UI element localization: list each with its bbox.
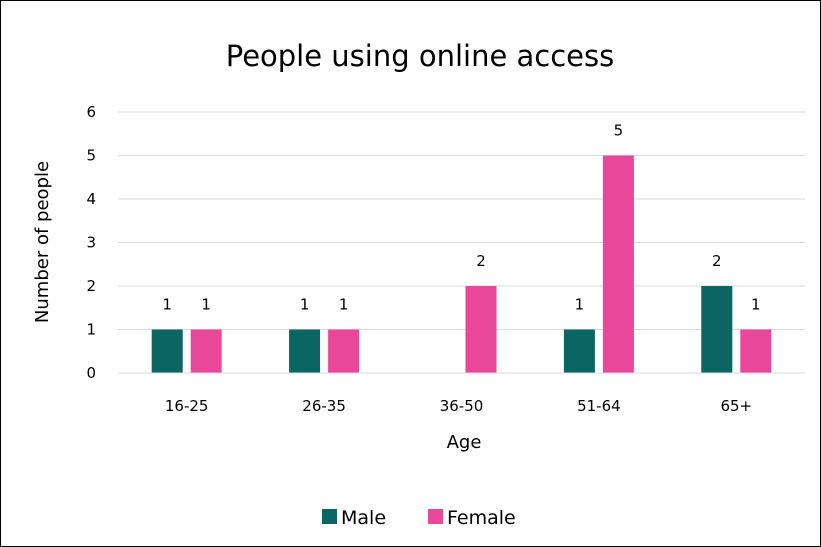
legend-label-female: Female [447, 507, 516, 529]
y-tick-label: 3 [86, 234, 96, 252]
bar-female-16-25 [190, 329, 222, 373]
data-label: 1 [162, 296, 172, 314]
data-label: 1 [339, 296, 349, 314]
y-tick-label: 4 [86, 190, 96, 208]
data-label: 2 [712, 252, 722, 270]
y-tick-label: 1 [86, 321, 96, 339]
bar-female-26-35 [328, 329, 360, 373]
y-tick-label: 2 [86, 277, 96, 295]
bar-female-65+ [740, 329, 772, 373]
bar-male-51-64 [563, 329, 595, 373]
y-tick-label: 6 [86, 103, 96, 121]
data-labels: 1 1 1 1 2 1 5 2 1 [162, 122, 760, 314]
bar-male-65+ [701, 286, 733, 373]
x-tick-label: 16-25 [165, 397, 209, 415]
x-tick-label: 65+ [720, 397, 752, 415]
bar-male-26-35 [289, 329, 321, 373]
legend-swatch-female [428, 509, 443, 524]
bar-female-36-50 [465, 286, 497, 373]
data-label: 2 [476, 252, 486, 270]
y-axis-title: Number of people [32, 161, 53, 323]
legend-swatch-male [322, 509, 337, 524]
y-axis-ticks: 0 1 2 3 4 5 6 [86, 103, 96, 382]
bars [151, 155, 772, 373]
legend-label-male: Male [341, 507, 386, 529]
x-tick-label: 51-64 [577, 397, 621, 415]
data-label: 5 [614, 122, 624, 140]
x-tick-label: 36-50 [440, 397, 484, 415]
data-label: 1 [575, 296, 585, 314]
legend: Male Female [322, 507, 516, 529]
x-tick-label: 26-35 [302, 397, 346, 415]
data-label: 1 [300, 296, 310, 314]
y-tick-label: 0 [86, 364, 96, 382]
gridlines [118, 111, 805, 330]
data-label: 1 [751, 296, 761, 314]
data-label: 1 [201, 296, 211, 314]
bar-female-51-64 [602, 155, 634, 373]
x-axis-title: Age [447, 432, 482, 453]
chart-title: People using online access [226, 39, 615, 73]
y-tick-label: 5 [86, 147, 96, 165]
bar-male-16-25 [151, 329, 183, 373]
x-axis-ticks: 16-25 26-35 36-50 51-64 65+ [165, 397, 752, 415]
